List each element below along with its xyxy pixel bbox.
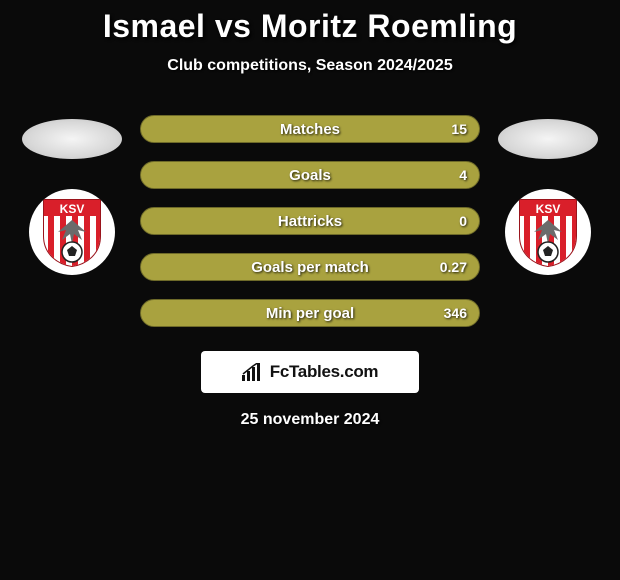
player-right-avatar-placeholder: [498, 119, 598, 159]
content-row: KSV: [0, 115, 620, 327]
chart-bars-icon: [242, 363, 264, 381]
stat-right-value: 4: [459, 167, 467, 183]
player-right-club-badge: KSV: [505, 189, 591, 275]
svg-text:KSV: KSV: [60, 202, 85, 216]
ksv-shield-icon: KSV: [40, 196, 104, 268]
stat-bar-matches: Matches 15: [140, 115, 480, 143]
stat-right-value: 346: [444, 305, 467, 321]
card-subtitle: Club competitions, Season 2024/2025: [0, 57, 620, 75]
stats-bars: Matches 15 Goals 4 Hattricks 0 Goals per…: [140, 115, 480, 327]
ksv-shield-icon: KSV: [516, 196, 580, 268]
stat-label: Matches: [280, 121, 340, 138]
stat-right-value: 0.27: [440, 259, 467, 275]
stat-bar-goals: Goals 4: [140, 161, 480, 189]
stat-label: Hattricks: [278, 213, 342, 230]
comparison-card: Ismael vs Moritz Roemling Club competiti…: [0, 0, 620, 429]
card-date: 25 november 2024: [0, 411, 620, 429]
stat-bar-hattricks: Hattricks 0: [140, 207, 480, 235]
player-left-col: KSV: [22, 115, 122, 275]
stat-right-value: 0: [459, 213, 467, 229]
svg-text:KSV: KSV: [536, 202, 561, 216]
stat-bar-goals-per-match: Goals per match 0.27: [140, 253, 480, 281]
stat-label: Goals per match: [251, 259, 369, 276]
stat-bar-min-per-goal: Min per goal 346: [140, 299, 480, 327]
player-left-avatar-placeholder: [22, 119, 122, 159]
brand-watermark: FcTables.com: [201, 351, 419, 393]
brand-text: FcTables.com: [270, 362, 379, 382]
stat-label: Goals: [289, 167, 331, 184]
player-left-club-badge: KSV: [29, 189, 115, 275]
player-right-col: KSV: [498, 115, 598, 275]
card-title: Ismael vs Moritz Roemling: [0, 8, 620, 45]
stat-right-value: 15: [451, 121, 467, 137]
stat-label: Min per goal: [266, 305, 354, 322]
